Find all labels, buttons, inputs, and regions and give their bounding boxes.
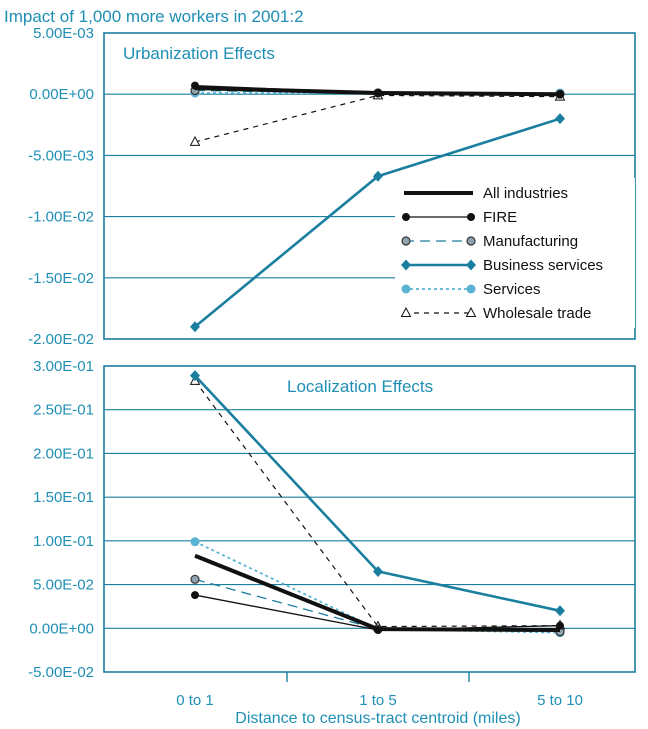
figure-caption: Impact of 1,000 more workers in 2001:2 (4, 7, 304, 26)
y-tick-label: 5.00E-03 (33, 25, 94, 42)
legend-marker-fire (467, 213, 475, 221)
y-tick-label: 5.00E-02 (33, 577, 94, 594)
business-services-point-3 (555, 605, 565, 617)
legend-marker-services (466, 284, 476, 294)
series-business-services (190, 370, 565, 617)
urbanization-title: Urbanization Effects (123, 44, 275, 63)
business-services-point-3 (555, 113, 565, 125)
business-services-point-2 (373, 170, 383, 182)
fire-point-1 (191, 591, 199, 600)
all-industries-line (194, 86, 561, 97)
x-tick-label: 1 to 5 (359, 692, 397, 709)
fire-point-3 (556, 621, 564, 630)
legend-marker-services (401, 284, 411, 294)
business-services-point-2 (373, 565, 383, 577)
y-tick-label: 0.00E+00 (29, 620, 94, 637)
y-tick-label: -5.00E-02 (28, 664, 94, 681)
y-tick-label: 1.00E-01 (33, 533, 94, 550)
legend-marker-manufacturing (466, 236, 476, 246)
legend-marker-wholesale-trade (400, 306, 412, 317)
x-axis-label: Distance to census-tract centroid (miles… (235, 710, 520, 727)
wholesale-trade-line (194, 94, 561, 143)
services-line (194, 540, 561, 634)
y-tick-label: 3.00E-01 (33, 358, 94, 375)
localization-panel: Localization Effects 3.00E-01 2.50E-01 2.0… (28, 358, 636, 681)
legend-marker-manufacturing (401, 236, 411, 246)
business-services-point-1 (190, 370, 200, 382)
localization-title: Localization Effects (287, 377, 433, 396)
panel-frame (103, 365, 636, 673)
wholesale-trade-point-1 (189, 135, 201, 146)
legend-label-services: Services (483, 281, 541, 298)
series-business-services (190, 113, 565, 333)
series-wholesale-trade (189, 89, 566, 146)
legend-label-wholesale-trade: Wholesale trade (483, 305, 591, 322)
business-services-point-1 (190, 321, 200, 333)
all-industries-line (194, 553, 561, 633)
series-wholesale-trade (189, 374, 566, 631)
legend-background (395, 178, 635, 328)
y-tick-label: -5.00E-03 (28, 147, 94, 164)
y-tick-label: 2.00E-01 (33, 445, 94, 462)
legend-label-fire: FIRE (483, 209, 517, 226)
y-tick-label: 1.50E-01 (33, 489, 94, 506)
y-tick-label: 0.00E+00 (29, 86, 94, 103)
wholesale-trade-line (194, 380, 561, 628)
series-all-industries (194, 553, 561, 633)
legend-marker-business-services (401, 259, 411, 271)
legend-marker-business-services (466, 259, 476, 271)
x-tick-label: 0 to 1 (176, 692, 214, 709)
y-tick-label: -1.50E-02 (28, 270, 94, 287)
legend-label-business-services: Business services (483, 257, 603, 274)
legend-marker-fire (402, 213, 410, 221)
x-tick-label: 5 to 10 (537, 692, 583, 709)
y-tick-label: 2.50E-01 (33, 402, 94, 419)
legend: All industries FIRE Manufacturing Business … (395, 178, 635, 328)
legend-label-all-industries: All industries (483, 185, 568, 202)
series-all-industries (194, 86, 561, 97)
legend-marker-wholesale-trade (465, 306, 477, 317)
y-tick-label: -1.00E-02 (28, 209, 94, 226)
legend-label-manufacturing: Manufacturing (483, 233, 578, 250)
manufacturing-point-1 (190, 574, 200, 584)
y-tick-label: -2.00E-02 (28, 331, 94, 348)
services-point-1 (190, 537, 200, 547)
